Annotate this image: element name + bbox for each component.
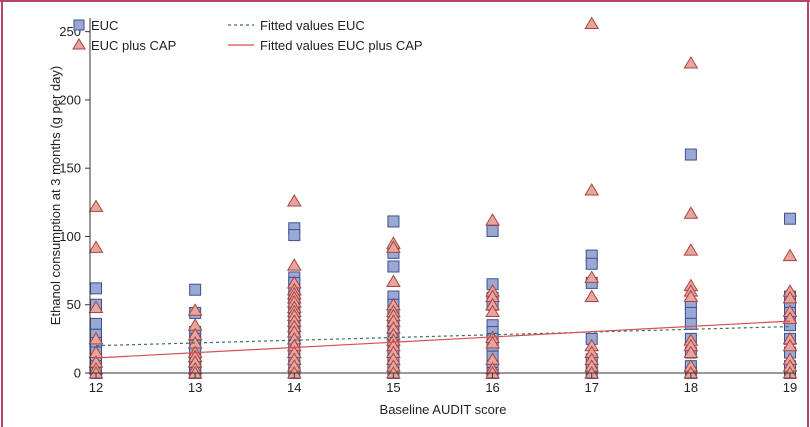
- x-axis-ticks: 12 13 14 15 16 17 18 19: [89, 373, 797, 395]
- data-point-euc-plus-cap: [584, 16, 600, 29]
- data-point-euc: [784, 212, 796, 225]
- y-tick-label: 50: [67, 297, 81, 312]
- x-tick-label: 18: [684, 380, 698, 395]
- data-point-euc-plus-cap: [485, 304, 500, 318]
- data-point-euc: [90, 317, 102, 330]
- data-point-euc: [288, 229, 301, 242]
- y-tick-label: 200: [59, 92, 81, 107]
- data-point-euc-plus-cap: [88, 199, 104, 212]
- legend-label-fitted-euc: Fitted values EUC: [260, 18, 365, 33]
- data-point-euc-plus-cap: [782, 311, 798, 324]
- legend-label-euc-plus-cap: EUC plus CAP: [91, 38, 176, 53]
- data-point-euc: [684, 306, 697, 319]
- data-point-euc-plus-cap: [782, 290, 798, 304]
- data-point-euc-plus-cap: [782, 248, 798, 262]
- data-point-euc-plus-cap: [782, 338, 798, 352]
- y-tick-label: 150: [59, 161, 81, 176]
- data-point-euc-plus-cap: [386, 240, 401, 253]
- legend: EUC EUC plus CAP Fitted values EUC Fitte…: [72, 18, 423, 53]
- data-point-euc-plus-cap: [187, 303, 203, 316]
- data-point-euc-plus-cap: [683, 243, 699, 256]
- legend-marker-euc-plus-cap: [72, 38, 86, 50]
- data-point-euc-plus-cap: [386, 274, 401, 288]
- x-tick-label: 17: [584, 380, 598, 395]
- data-points-layer: [88, 16, 798, 379]
- data-point-euc-plus-cap: [683, 289, 699, 303]
- data-point-euc: [90, 282, 102, 295]
- data-point-euc-plus-cap: [584, 289, 600, 303]
- legend-marker-euc: [73, 19, 85, 31]
- fitted-line-euc: [95, 325, 791, 347]
- data-point-euc: [189, 283, 202, 296]
- x-tick-label: 19: [783, 380, 797, 395]
- data-point-euc-plus-cap: [683, 206, 699, 219]
- fitted-lines-layer: [95, 320, 791, 359]
- y-tick-label: 100: [59, 229, 81, 244]
- data-point-euc-plus-cap: [286, 193, 302, 207]
- data-point-euc: [684, 148, 697, 161]
- data-point-euc-plus-cap: [88, 300, 104, 313]
- data-point-euc-plus-cap: [485, 335, 500, 349]
- x-tick-label: 16: [485, 380, 499, 395]
- data-point-euc-plus-cap: [485, 213, 500, 226]
- y-tick-label: 0: [74, 366, 81, 381]
- data-point-euc: [486, 225, 499, 237]
- legend-label-fitted-euc-plus-cap: Fitted values EUC plus CAP: [260, 38, 423, 53]
- data-point-euc-plus-cap: [683, 56, 699, 69]
- x-axis-title: Baseline AUDIT score: [380, 402, 507, 417]
- data-point-euc-plus-cap: [584, 270, 600, 283]
- data-point-euc-plus-cap: [584, 183, 600, 196]
- data-point-euc-plus-cap: [683, 345, 699, 359]
- fitted-line-euc-plus-cap: [95, 320, 791, 359]
- data-point-euc: [387, 260, 400, 273]
- x-tick-label: 14: [287, 380, 301, 395]
- x-tick-label: 12: [89, 380, 103, 395]
- x-tick-label: 15: [386, 380, 400, 395]
- data-point-euc: [585, 257, 598, 270]
- x-tick-label: 13: [188, 380, 202, 395]
- y-axis-title: Ethanol consumption at 3 months (g per d…: [48, 66, 63, 325]
- data-point-euc-plus-cap: [88, 331, 104, 345]
- legend-label-euc: EUC: [91, 18, 118, 33]
- data-point-euc-plus-cap: [286, 258, 302, 271]
- data-point-euc: [684, 317, 697, 330]
- data-point-euc: [387, 215, 400, 228]
- data-point-euc-plus-cap: [88, 240, 104, 253]
